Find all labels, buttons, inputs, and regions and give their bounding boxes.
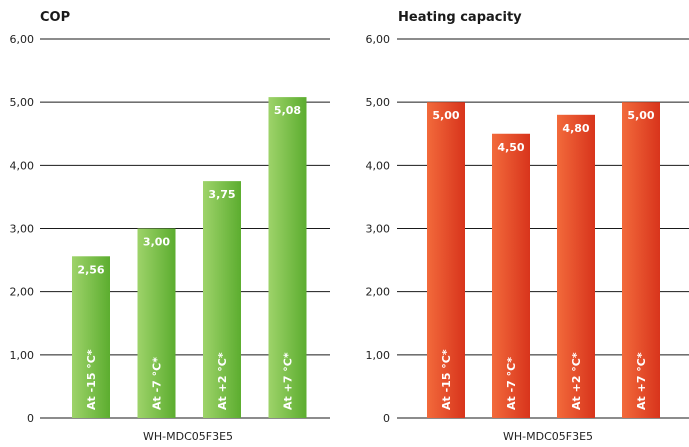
heating-capacity-chart-y-ticks: 0 1,00 2,00 3,00 4,00 5,00 6,00 bbox=[366, 33, 391, 425]
heating-capacity-bar-category-label: At -15 °C* bbox=[440, 349, 453, 410]
cop-chart-xlabel: WH-MDC05F3E5 bbox=[143, 430, 233, 443]
heating-capacity-bar-value-label: 4,50 bbox=[497, 141, 524, 154]
cop-y-tick-label: 4,00 bbox=[10, 159, 35, 172]
heating-capacity-y-tick-label: 2,00 bbox=[366, 286, 391, 299]
heating-capacity-bar-category-label: At -7 °C* bbox=[505, 357, 518, 410]
cop-bar-value-label: 2,56 bbox=[77, 263, 104, 276]
heating-capacity-bar-value-label: 5,00 bbox=[432, 109, 459, 122]
cop-chart-title: COP bbox=[40, 10, 70, 25]
heating-capacity-y-tick-label: 4,00 bbox=[366, 159, 391, 172]
cop-bar bbox=[268, 97, 307, 418]
cop-chart-y-ticks: 0 1,00 2,00 3,00 4,00 5,00 6,00 bbox=[10, 33, 35, 425]
heating-capacity-y-tick-label: 3,00 bbox=[366, 223, 391, 236]
cop-y-tick-label: 2,00 bbox=[10, 286, 35, 299]
cop-y-tick-label: 6,00 bbox=[10, 33, 35, 46]
heating-capacity-chart-bars: 5,00 At -15 °C* 4,50 At -7 °C* 4,80 At +2 °C*… bbox=[427, 102, 660, 419]
cop-bar-value-label: 3,00 bbox=[143, 236, 170, 249]
heating-capacity-chart: Heating capacity WH-MDC05F3E5 0 1,00 2,00 3… bbox=[366, 10, 689, 443]
heating-capacity-bar bbox=[492, 133, 530, 418]
cop-chart: COP WH-MDC05F3E5 0 1,00 2,00 3,00 4,00 5,00 6,… bbox=[10, 10, 330, 443]
cop-bar bbox=[72, 256, 110, 418]
heating-capacity-bar bbox=[427, 102, 465, 419]
cop-bar-category-label: At +7 °C* bbox=[282, 352, 295, 410]
heating-capacity-y-tick-label: 5,00 bbox=[366, 96, 391, 109]
cop-y-tick-label: 5,00 bbox=[10, 96, 35, 109]
heating-capacity-bar-value-label: 5,00 bbox=[627, 109, 654, 122]
heating-capacity-bar bbox=[557, 114, 595, 419]
cop-bar-value-label: 3,75 bbox=[208, 188, 235, 201]
heating-capacity-y-tick-label: 6,00 bbox=[366, 33, 391, 46]
cop-bar bbox=[203, 181, 241, 418]
cop-bar-category-label: At +2 °C* bbox=[216, 352, 229, 410]
heating-capacity-bar-category-label: At +7 °C* bbox=[635, 352, 648, 410]
cop-bar-category-label: At -15 °C* bbox=[85, 349, 98, 410]
cop-y-tick-label: 1,00 bbox=[10, 349, 35, 362]
cop-chart-bars: 2,56 At -15 °C* 3,00 At -7 °C* 3,75 At +2 °C*… bbox=[72, 97, 307, 418]
heating-capacity-bar bbox=[622, 102, 660, 419]
heating-capacity-bar-category-label: At +2 °C* bbox=[570, 352, 583, 410]
heating-capacity-chart-title: Heating capacity bbox=[398, 10, 522, 25]
cop-bar-category-label: At -7 °C* bbox=[151, 357, 164, 410]
cop-bar-value-label: 5,08 bbox=[274, 104, 301, 117]
heating-capacity-y-tick-label: 0 bbox=[383, 412, 390, 425]
heating-capacity-y-tick-label: 1,00 bbox=[366, 349, 391, 362]
heating-capacity-chart-xlabel: WH-MDC05F3E5 bbox=[503, 430, 593, 443]
cop-y-tick-label: 3,00 bbox=[10, 223, 35, 236]
cop-bar bbox=[137, 228, 176, 418]
heating-capacity-bar-value-label: 4,80 bbox=[562, 122, 589, 135]
cop-y-tick-label: 0 bbox=[27, 412, 34, 425]
